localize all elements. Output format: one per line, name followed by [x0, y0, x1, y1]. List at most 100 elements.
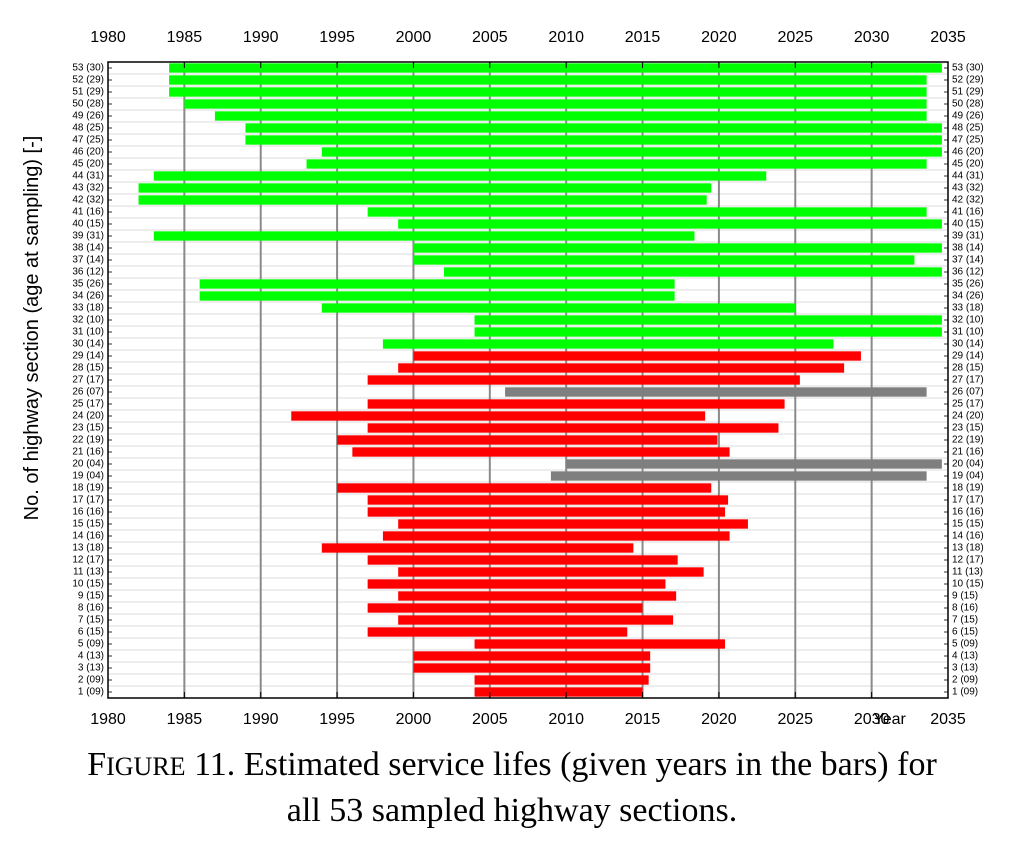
figure-caption-line2: all 53 sampled highway sections. [286, 792, 738, 829]
bar-41 [367, 207, 927, 217]
row-label-right: 6 (15) [952, 627, 978, 638]
row-label-right: 48 (25) [952, 123, 984, 134]
row-label-right: 5 (09) [952, 639, 978, 650]
service-life-chart: No. of highway section (age at sampling)… [21, 29, 984, 728]
row-label-right: 39 (31) [952, 231, 984, 242]
row-label-left: 34 (26) [72, 291, 104, 302]
row-label-left: 40 (15) [72, 219, 104, 230]
row-label-right: 23 (15) [952, 423, 984, 434]
row-label-right: 46 (20) [952, 147, 984, 158]
row-label-left: 21 (16) [72, 447, 104, 458]
x-tick-label-top: 1995 [319, 29, 355, 46]
row-label-right: 17 (17) [952, 495, 984, 506]
x-tick-label-top: 2020 [701, 29, 737, 46]
row-label-right: 30 (14) [952, 339, 984, 350]
row-label-left: 3 (13) [78, 663, 104, 674]
bar-30 [382, 339, 834, 349]
row-label-right: 38 (14) [952, 243, 984, 254]
x-tick-label-bottom: 1990 [243, 711, 279, 728]
row-label-left: 45 (20) [72, 159, 104, 170]
bar-50 [184, 99, 927, 109]
bar-46 [321, 147, 942, 157]
bar-19 [550, 471, 927, 481]
bar-23 [367, 423, 779, 433]
bar-48 [245, 123, 942, 133]
row-label-right: 16 (16) [952, 507, 984, 518]
row-label-left: 12 (17) [72, 555, 104, 566]
x-tick-label-top: 1990 [243, 29, 279, 46]
row-label-left: 51 (29) [72, 87, 104, 98]
figure-caption: FIGURE 11. Estimated service lifes (give… [0, 745, 1024, 787]
row-label-right: 8 (16) [952, 603, 978, 614]
row-label-left: 13 (18) [72, 543, 104, 554]
bar-44 [153, 171, 767, 181]
row-label-right: 20 (04) [952, 459, 984, 470]
row-label-right: 1 (09) [952, 687, 978, 698]
bar-45 [306, 159, 927, 169]
row-label-right: 42 (32) [952, 195, 984, 206]
row-label-left: 4 (13) [78, 651, 104, 662]
bar-49 [214, 111, 927, 121]
row-label-left: 6 (15) [78, 627, 104, 638]
bar-1 [474, 687, 643, 697]
row-label-left: 16 (16) [72, 507, 104, 518]
x-tick-label-bottom: 2005 [472, 711, 508, 728]
caption-label-initial: F [87, 746, 107, 783]
bar-11 [398, 567, 704, 577]
row-label-left: 47 (25) [72, 135, 104, 146]
x-tick-label-top: 2025 [777, 29, 813, 46]
row-label-left: 48 (25) [72, 123, 104, 134]
bar-37 [413, 255, 915, 265]
row-label-left: 2 (09) [78, 675, 104, 686]
row-label-left: 9 (15) [78, 591, 104, 602]
bar-33 [321, 303, 796, 313]
row-label-left: 46 (20) [72, 147, 104, 158]
row-label-left: 26 (07) [72, 387, 104, 398]
bar-32 [474, 315, 942, 325]
bar-15 [398, 519, 748, 529]
row-label-right: 21 (16) [952, 447, 984, 458]
row-label-right: 11 (13) [952, 567, 983, 578]
row-label-right: 40 (15) [952, 219, 984, 230]
bar-36 [444, 267, 942, 277]
bar-40 [398, 219, 942, 229]
x-tick-label-top: 2035 [930, 29, 966, 46]
bar-26 [505, 387, 927, 397]
row-label-left: 43 (32) [72, 183, 104, 194]
x-tick-label-bottom: 1985 [167, 711, 203, 728]
row-label-left: 25 (17) [72, 399, 104, 410]
row-label-right: 29 (14) [952, 351, 984, 362]
row-label-right: 36 (12) [952, 267, 984, 278]
bar-47 [245, 135, 942, 145]
row-label-left: 28 (15) [72, 363, 104, 374]
row-label-right: 24 (20) [952, 411, 984, 422]
bar-43 [138, 183, 712, 193]
bar-51 [169, 87, 927, 97]
bar-25 [367, 399, 785, 409]
row-label-left: 39 (31) [72, 231, 104, 242]
bar-29 [413, 351, 861, 361]
bar-28 [398, 363, 845, 373]
bar-22 [337, 435, 718, 445]
row-label-right: 26 (07) [952, 387, 984, 398]
row-label-right: 9 (15) [952, 591, 978, 602]
row-label-left: 24 (20) [72, 411, 104, 422]
bar-3 [413, 663, 651, 673]
caption-label-rest: IGURE [106, 752, 186, 781]
bar-39 [153, 231, 695, 241]
row-label-left: 50 (28) [72, 99, 104, 110]
bar-52 [169, 75, 927, 85]
x-tick-label-bottom: 2035 [930, 711, 966, 728]
row-label-right: 44 (31) [952, 171, 984, 182]
caption-number: 11. [194, 746, 236, 783]
x-tick-label-top: 1980 [90, 29, 126, 46]
x-tick-label-bottom: 1980 [90, 711, 126, 728]
row-label-left: 10 (15) [72, 579, 104, 590]
row-label-right: 51 (29) [952, 87, 984, 98]
row-label-right: 19 (04) [952, 471, 984, 482]
bar-18 [337, 483, 712, 493]
row-label-right: 4 (13) [952, 651, 978, 662]
row-label-right: 22 (19) [952, 435, 984, 446]
row-label-right: 27 (17) [952, 375, 984, 386]
row-label-right: 52 (29) [952, 75, 984, 86]
